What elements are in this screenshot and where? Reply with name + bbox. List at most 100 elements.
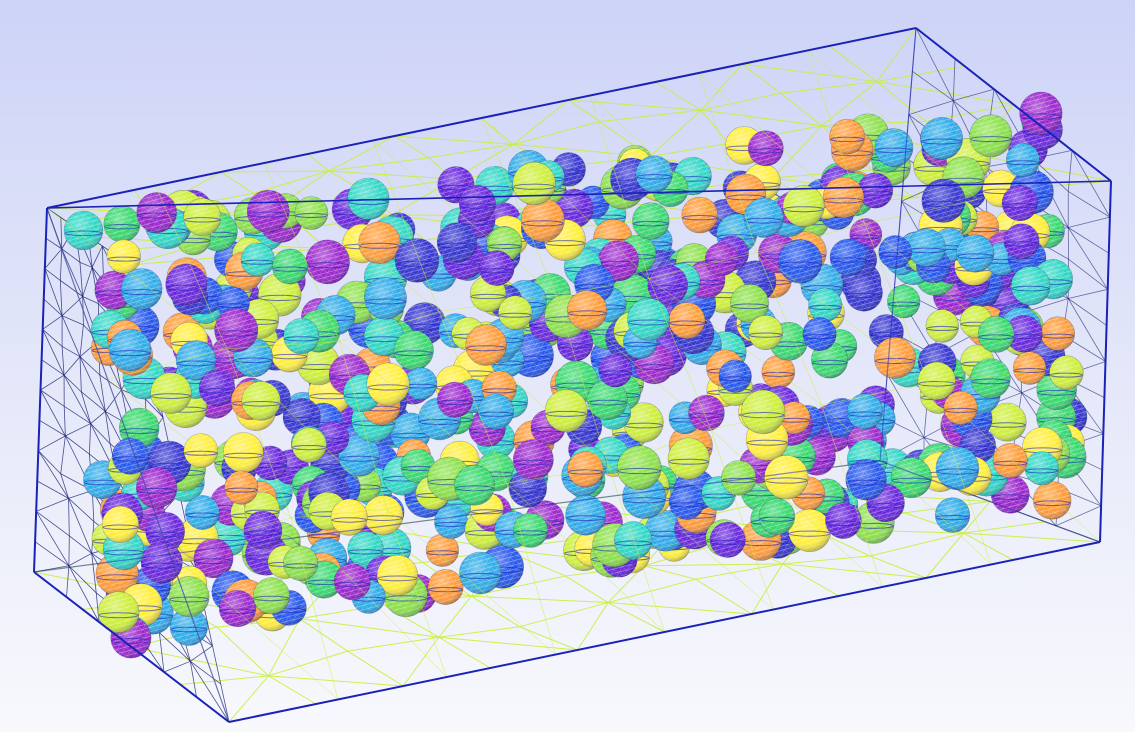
mesh-edge [158, 632, 165, 673]
mesh-edge [268, 675, 404, 687]
mesh-sphere [635, 155, 673, 193]
mesh-sphere [198, 369, 236, 407]
mesh-edge [63, 405, 91, 424]
mesh-edge [253, 170, 330, 194]
mesh-sphere [970, 358, 1011, 399]
mesh-sphere [1019, 91, 1063, 135]
mesh-sphere [960, 344, 995, 379]
mesh-edge [68, 498, 95, 522]
mesh-sphere [498, 295, 533, 330]
mesh-sphere [404, 367, 438, 401]
mesh-edge [1067, 150, 1073, 192]
front-mesh-edge [821, 404, 992, 565]
mesh-sphere [788, 508, 832, 553]
mesh-sphere [1040, 316, 1076, 351]
front-mesh-edge [698, 72, 865, 224]
mesh-edge [470, 595, 520, 628]
mesh-edge [68, 498, 70, 536]
mesh-edge [82, 296, 99, 304]
mesh-edge [89, 423, 92, 455]
mesh-sphere [145, 511, 185, 552]
mesh-sphere [294, 196, 329, 230]
mesh-edge [568, 99, 600, 123]
mesh-edge [79, 356, 106, 412]
mesh-sphere [890, 457, 932, 499]
front-mesh-edge [821, 382, 929, 406]
front-mesh-edge [864, 223, 1039, 371]
mesh-edge [61, 315, 84, 326]
mesh-sphere [434, 504, 469, 539]
mesh-sphere [740, 389, 786, 435]
mesh-sphere [878, 235, 913, 269]
bounding-box [33, 27, 1112, 723]
mesh-edge [95, 592, 100, 623]
mesh-edge [649, 142, 729, 158]
front-mesh-edge [290, 508, 387, 519]
mesh-edge [438, 626, 520, 638]
mesh-edge [220, 170, 329, 173]
mesh-edge [190, 660, 221, 685]
mesh-edge [37, 480, 69, 499]
mesh-edge [599, 109, 702, 123]
mesh-sphere [333, 563, 371, 601]
mesh-sphere [668, 302, 706, 339]
mesh-edge [45, 238, 63, 250]
mesh-sphere [101, 505, 140, 544]
mesh-sphere [184, 495, 220, 530]
mesh-edge [60, 280, 83, 297]
mesh-edge [79, 356, 82, 392]
mesh-sphere [743, 197, 784, 238]
mesh-sphere [240, 242, 275, 277]
mesh-sphere [103, 205, 141, 243]
front-mesh-edge [168, 550, 339, 700]
mesh-edge [307, 153, 330, 172]
mesh-edge [42, 329, 65, 376]
front-mesh-edge [46, 207, 227, 350]
mesh-edge [82, 267, 93, 297]
mesh-edge [876, 81, 1014, 105]
mesh-sphere [969, 114, 1013, 158]
front-mesh-edge [290, 517, 448, 678]
mesh-sphere [764, 455, 809, 500]
front-mesh-edge [439, 294, 556, 313]
front-mesh-edge [807, 50, 978, 200]
mesh-sphere [271, 248, 308, 285]
mesh-edge [42, 329, 63, 347]
mesh-edge [782, 555, 871, 565]
front-mesh-edge [806, 50, 866, 224]
mesh-sphere [935, 446, 980, 491]
front-mesh-edge [438, 311, 508, 484]
front-mesh-edge [506, 483, 557, 655]
mesh-sphere [150, 372, 192, 414]
mesh-sphere [718, 359, 752, 393]
front-mesh-edge [756, 251, 930, 384]
front-mesh-edge [928, 370, 1039, 384]
mesh-sphere [829, 118, 865, 155]
mesh-sphere [943, 390, 978, 426]
mesh-sphere [183, 433, 219, 469]
mesh-edge [99, 374, 106, 412]
mesh-edge [220, 171, 254, 194]
mesh-sphere [987, 402, 1027, 442]
mesh-sphere [358, 221, 401, 264]
mesh-edge [438, 636, 491, 669]
mesh-sphere [477, 393, 514, 430]
mesh-edge [60, 435, 66, 474]
mesh-edge [695, 563, 783, 580]
mesh-edge [782, 563, 926, 579]
mesh-edge [782, 563, 839, 597]
box-edge-right-back [879, 27, 917, 462]
mesh-edge [99, 374, 122, 391]
mesh-edge [220, 683, 230, 723]
mesh-edge [66, 565, 70, 598]
mesh-sphere [822, 176, 865, 219]
front-mesh-edge [263, 162, 341, 342]
mesh-sphere [758, 498, 796, 535]
mesh-edge [1068, 258, 1108, 290]
mesh-sphere [193, 538, 234, 579]
mesh-edge [40, 389, 66, 437]
mesh-edge [91, 553, 97, 594]
mesh-edge [65, 435, 90, 455]
mesh-edge [90, 423, 111, 444]
